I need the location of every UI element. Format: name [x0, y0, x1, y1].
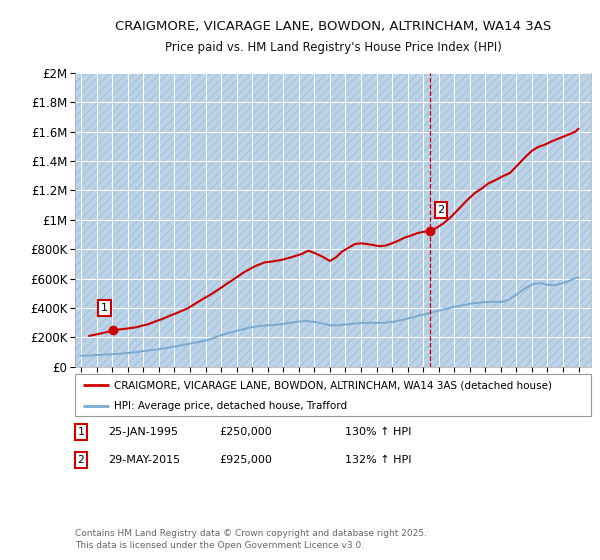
- Text: 130% ↑ HPI: 130% ↑ HPI: [345, 427, 412, 437]
- Text: £250,000: £250,000: [219, 427, 272, 437]
- Text: 25-JAN-1995: 25-JAN-1995: [108, 427, 178, 437]
- Text: 2: 2: [437, 205, 445, 215]
- Text: 2: 2: [77, 455, 85, 465]
- Text: 1: 1: [77, 427, 85, 437]
- Text: £925,000: £925,000: [219, 455, 272, 465]
- Text: 29-MAY-2015: 29-MAY-2015: [108, 455, 180, 465]
- Text: CRAIGMORE, VICARAGE LANE, BOWDON, ALTRINCHAM, WA14 3AS: CRAIGMORE, VICARAGE LANE, BOWDON, ALTRIN…: [115, 20, 551, 32]
- Text: Contains HM Land Registry data © Crown copyright and database right 2025.
This d: Contains HM Land Registry data © Crown c…: [75, 529, 427, 550]
- Text: 132% ↑ HPI: 132% ↑ HPI: [345, 455, 412, 465]
- Text: CRAIGMORE, VICARAGE LANE, BOWDON, ALTRINCHAM, WA14 3AS (detached house): CRAIGMORE, VICARAGE LANE, BOWDON, ALTRIN…: [114, 380, 552, 390]
- FancyBboxPatch shape: [75, 374, 591, 416]
- Text: Price paid vs. HM Land Registry's House Price Index (HPI): Price paid vs. HM Land Registry's House …: [164, 41, 502, 54]
- Text: HPI: Average price, detached house, Trafford: HPI: Average price, detached house, Traf…: [114, 402, 347, 411]
- Text: 1: 1: [101, 303, 108, 313]
